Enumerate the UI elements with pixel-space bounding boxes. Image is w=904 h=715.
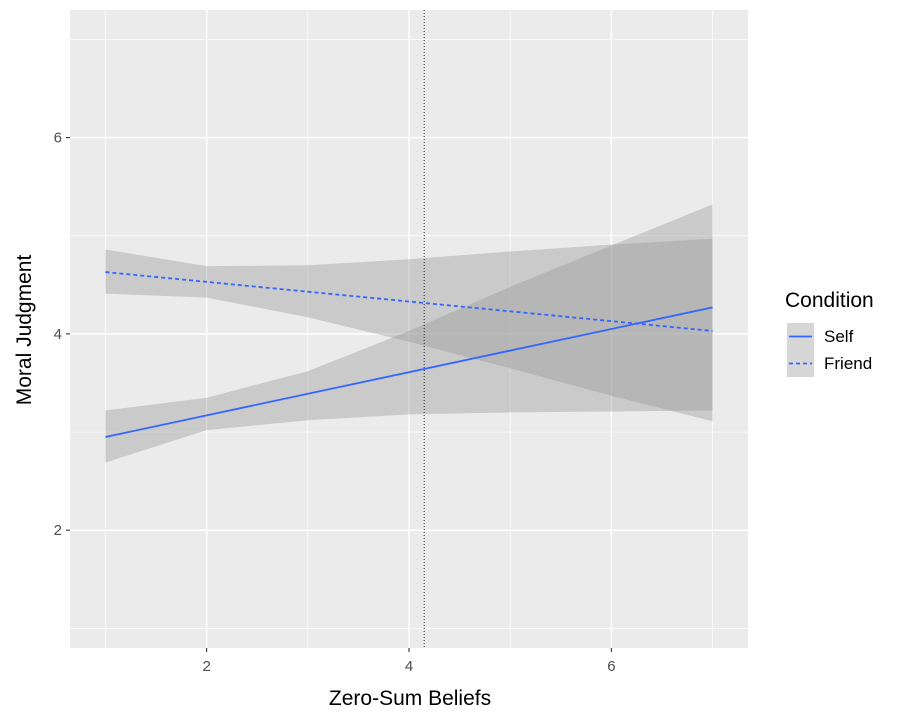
x-tick-label: 6 xyxy=(607,658,615,675)
confidence-ribbon-self xyxy=(105,204,713,463)
series-line-self xyxy=(105,306,713,438)
x-axis-title: Zero-Sum Beliefs xyxy=(329,687,491,710)
y-tick-label: 2 xyxy=(54,522,62,539)
x-tick-label: 2 xyxy=(202,658,210,675)
legend-label-self: Self xyxy=(824,327,854,346)
confidence-ribbon-friend xyxy=(105,238,713,422)
y-axis-title: Moral Judgment xyxy=(13,255,36,406)
legend-label-friend: Friend xyxy=(824,354,872,373)
legend: Condition Self Friend xyxy=(785,289,874,377)
legend-title: Condition xyxy=(785,289,874,312)
x-tick-label: 4 xyxy=(405,658,413,675)
series-line-friend xyxy=(105,271,713,332)
y-tick-label: 4 xyxy=(54,326,62,343)
y-tick-label: 6 xyxy=(54,130,62,147)
